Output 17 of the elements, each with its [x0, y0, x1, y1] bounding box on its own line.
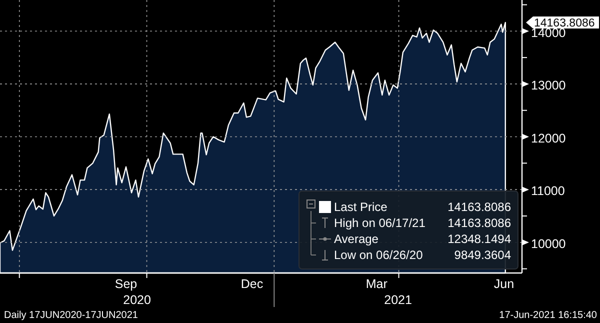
- text: Average 12348.1494: [334, 232, 511, 246]
- y-tick-label: 12000: [531, 131, 566, 146]
- text: High on 06/17/21 14163.8086: [334, 216, 511, 230]
- text: 17-Jun-2021 16:15:40: [499, 310, 598, 321]
- text: Daily 17JUN2020-17JUN2021: [4, 310, 138, 321]
- x-tick-label: Mar: [366, 277, 388, 291]
- text: Low on 06/26/20 9849.3604: [334, 248, 511, 262]
- x-tick-label: Sep: [114, 277, 138, 291]
- x-tick-label: Dec: [240, 277, 264, 291]
- x-tick-label: Jun: [494, 277, 514, 291]
- text: 14163.8086: [448, 200, 511, 214]
- text: 2020: [123, 293, 152, 307]
- series-label: Last Price: [334, 200, 388, 214]
- y-tick-label: 11000: [531, 184, 565, 198]
- y-tick-label: 10000: [531, 237, 566, 251]
- text: 2021: [384, 293, 412, 307]
- y-tick-label: 13000: [531, 78, 566, 93]
